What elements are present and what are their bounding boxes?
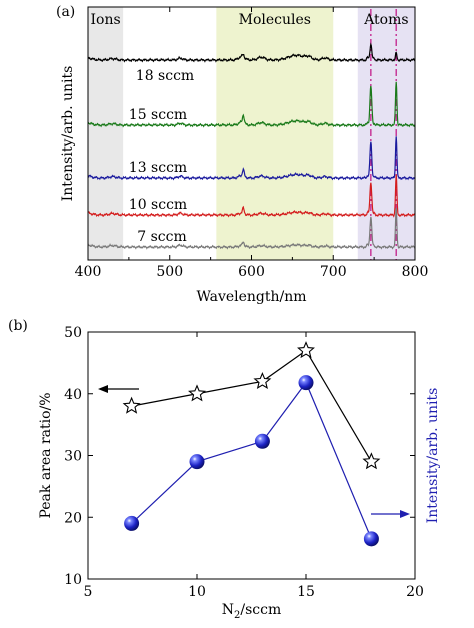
right-axis-arrow [371, 510, 410, 518]
x-axis-a: 400 500 600 700 800 [75, 7, 429, 280]
series-label-18-sccm: 18 sccm [136, 68, 194, 84]
sphere-marker-18 [363, 531, 379, 547]
x-tick-label-a-700: 700 [320, 264, 347, 280]
spectrum-18-sccm [87, 42, 416, 63]
spectrum-10-sccm [87, 174, 416, 218]
y-tick-label-b-40: 40 [64, 387, 82, 403]
series-label-7-sccm: 7 sccm [137, 229, 187, 245]
y-axis-label-right-b: Intensity/arb. units [425, 388, 441, 524]
spectrum-15-sccm [87, 81, 416, 128]
spectrum-7-sccm [87, 207, 416, 250]
x-tick-label-a-400: 400 [75, 264, 102, 280]
x-tick-label-a-600: 600 [238, 264, 265, 280]
region-bands [88, 7, 415, 260]
x-axis-label-b: N2/sccm [222, 602, 281, 621]
star-marker-13 [253, 371, 272, 390]
panel-a: (a) Ions Molecules Atoms 18 sccm 15 sccm 13 … [56, 4, 428, 305]
series-label-13-sccm: 13 sccm [129, 160, 187, 176]
region-band-molecules [216, 7, 334, 260]
region-labels: Ions Molecules Atoms [90, 12, 408, 28]
sphere-series-line [131, 381, 372, 540]
series-lines [131, 349, 372, 540]
series-labels: 18 sccm 15 sccm 13 sccm 10 sccm 7 sccm [129, 68, 194, 245]
star-marker-15 [297, 341, 315, 359]
region-label-ions: Ions [90, 12, 120, 28]
left-axis-arrow [98, 385, 139, 393]
panel-b-label: (b) [8, 318, 28, 334]
sphere-marker-15 [298, 375, 314, 391]
marker-lines [370, 9, 397, 260]
x-tick-label-b-5: 5 [84, 584, 93, 600]
sphere-marker-10 [189, 454, 205, 470]
y-tick-label-b-30: 30 [64, 449, 82, 465]
star-marker-10 [188, 384, 206, 402]
x-tick-label-b-10: 10 [188, 584, 206, 600]
x-tick-label-b-20: 20 [406, 584, 424, 600]
y-axis-label-a: Intensity/arb. units [60, 66, 76, 202]
panel-a-label: (a) [56, 4, 75, 20]
region-label-atoms: Atoms [363, 12, 408, 28]
series-markers [122, 341, 381, 547]
x-tick-label-b-15: 15 [297, 584, 315, 600]
star-marker-18 [362, 452, 381, 470]
x-axis-label-a: Wavelength/nm [196, 289, 306, 305]
series-label-15-sccm: 15 sccm [129, 107, 187, 123]
region-band-ions [88, 7, 124, 260]
sphere-marker-7 [124, 515, 140, 531]
spectrum-13-sccm [87, 136, 416, 181]
y-tick-label-b-50: 50 [64, 325, 82, 341]
series-label-10-sccm: 10 sccm [129, 197, 187, 213]
y-tick-label-b-10: 10 [64, 572, 82, 588]
spectra [87, 42, 416, 250]
x-tick-label-a-800: 800 [402, 264, 429, 280]
y-tick-label-b-20: 20 [64, 510, 82, 526]
x-tick-label-a-500: 500 [156, 264, 183, 280]
y-axis-label-b: Peak area ratio/% [38, 392, 54, 518]
region-band-atoms [357, 7, 415, 260]
star-marker-7 [122, 396, 141, 414]
sphere-marker-13 [254, 433, 270, 449]
region-label-molecules: Molecules [239, 12, 311, 28]
